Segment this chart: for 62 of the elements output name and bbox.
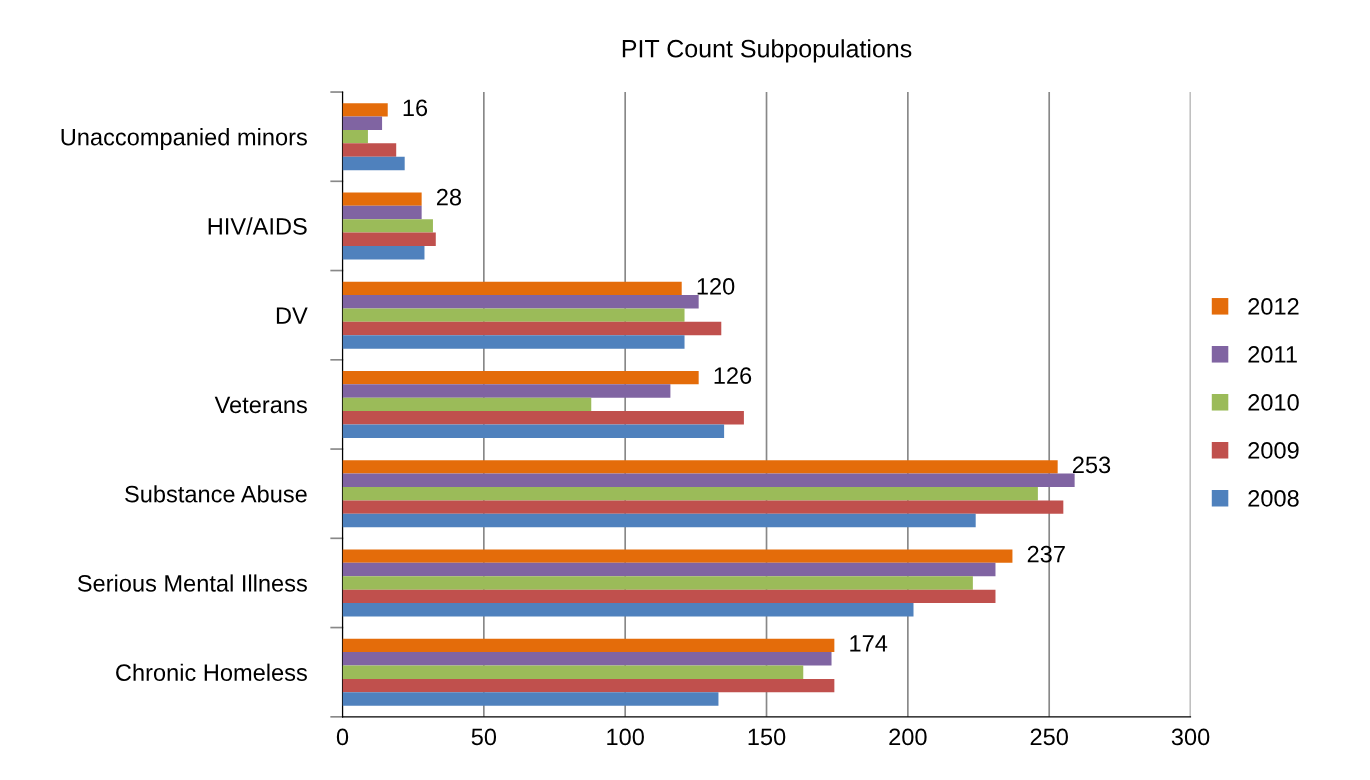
bar — [342, 473, 1075, 487]
bar — [342, 652, 832, 666]
y-tick-label: Substance Abuse — [125, 485, 307, 503]
bar — [342, 281, 682, 296]
bar — [342, 192, 422, 206]
legend-label: 2011 — [1248, 346, 1297, 363]
bar — [342, 129, 368, 144]
bar — [342, 589, 996, 604]
bar — [342, 219, 433, 233]
x-tick-label: 300 — [1171, 728, 1210, 746]
y-tick-label: DV — [276, 307, 308, 324]
data-label: 120 — [697, 278, 735, 295]
bar — [342, 460, 1058, 474]
data-label: 126 — [714, 367, 752, 384]
bar — [342, 103, 388, 117]
legend-label: 2009 — [1248, 442, 1299, 459]
x-tick-label: 0 — [336, 728, 349, 746]
bar — [342, 205, 422, 220]
data-label: 253 — [1072, 456, 1111, 474]
bar — [342, 500, 1064, 514]
legend-label: 2010 — [1248, 394, 1299, 411]
y-tick-label: HIV/AIDS — [208, 217, 307, 235]
y-tick-label: Unaccompanied minors — [61, 128, 307, 151]
x-tick-label: 50 — [471, 728, 497, 746]
bar — [342, 335, 685, 349]
bar — [342, 308, 685, 322]
bar — [342, 638, 835, 653]
data-label: 16 — [403, 99, 428, 117]
bar — [342, 246, 425, 260]
bar — [342, 603, 914, 617]
bar — [342, 295, 699, 309]
bar — [342, 370, 699, 385]
y-tick-label: Veterans — [214, 396, 307, 414]
data-label: 174 — [850, 635, 888, 652]
bar — [342, 232, 436, 246]
bar — [342, 116, 383, 130]
x-tick-label: 100 — [607, 728, 644, 746]
bar — [342, 321, 722, 336]
chart-title: PIT Count Subpopulations — [622, 39, 912, 63]
bar — [342, 156, 405, 171]
y-tick-label: Serious Mental Illness — [77, 574, 307, 592]
bar — [342, 549, 1013, 563]
x-tick-label: 150 — [748, 728, 786, 746]
bar — [342, 576, 973, 590]
bar — [342, 397, 592, 412]
legend-label: 2012 — [1248, 298, 1299, 315]
bar — [342, 513, 976, 528]
bar — [342, 143, 397, 157]
bar — [342, 486, 1038, 501]
x-tick-label: 250 — [1030, 728, 1068, 746]
x-tick-label: 200 — [889, 728, 927, 746]
bar — [342, 692, 719, 706]
data-label: 237 — [1027, 545, 1065, 563]
bar — [342, 665, 804, 679]
y-tick-label: Chronic Homeless — [116, 663, 307, 681]
bar — [342, 678, 835, 693]
bar — [342, 411, 744, 425]
bar — [342, 384, 671, 398]
data-label: 28 — [436, 188, 462, 206]
legend-label: 2008 — [1248, 490, 1299, 507]
bar — [342, 562, 996, 577]
bar — [342, 424, 725, 438]
